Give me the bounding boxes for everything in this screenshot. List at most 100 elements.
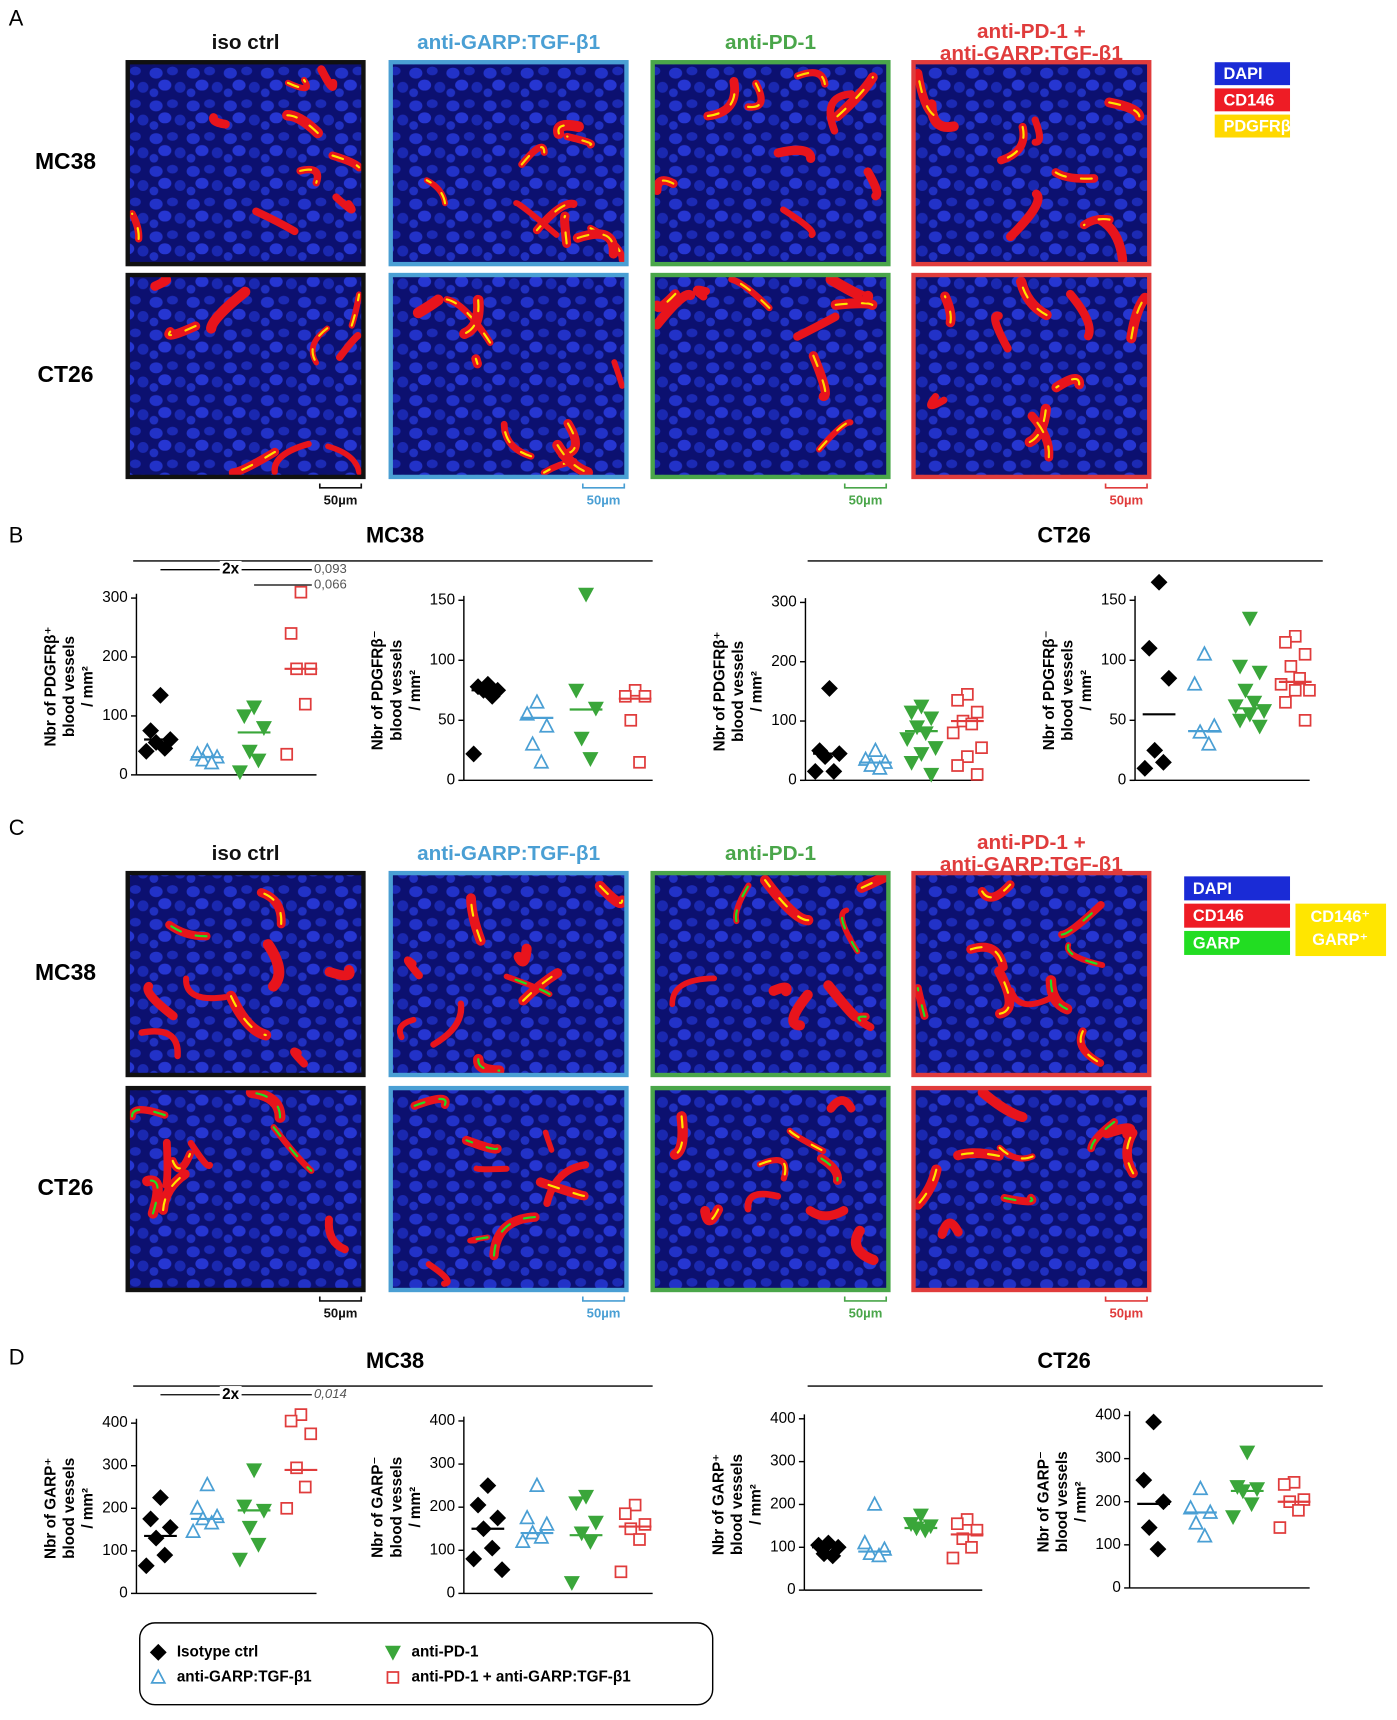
data-point <box>824 1547 842 1565</box>
data-point <box>1297 1493 1311 1506</box>
vessel-costain <box>1049 979 1069 1011</box>
vessel <box>513 943 532 967</box>
data-point <box>628 1498 642 1512</box>
stain-label: GARP⁺ <box>1312 931 1368 949</box>
vessel-costain <box>474 357 479 365</box>
data-point <box>1292 1504 1305 1517</box>
data-point <box>199 1475 216 1492</box>
vessel-costain <box>260 891 283 925</box>
micrograph-border <box>911 870 1152 1078</box>
vessel <box>937 1218 963 1239</box>
y-axis-label: Nbr of PDGFRβ⁻ <box>1041 630 1058 750</box>
vessel-costain <box>1090 1120 1116 1150</box>
y-tick-label: 0 <box>788 771 797 788</box>
y-axis-label: / mm² <box>407 1487 424 1528</box>
scale-bar-label: 50µm <box>324 492 358 507</box>
vessel <box>252 207 299 236</box>
row-label: CT26 <box>37 1174 93 1200</box>
group-title: MC38 <box>366 523 424 548</box>
vessel-costain <box>840 909 859 953</box>
vessel-costain <box>758 1159 787 1180</box>
row-label: MC38 <box>35 148 96 174</box>
vessel-costain <box>857 1015 872 1029</box>
vessel-costain <box>413 1097 447 1107</box>
vessel-costain <box>1020 280 1048 317</box>
scale-bar <box>318 1296 363 1302</box>
vessel-costain <box>998 1146 1034 1160</box>
data-point <box>862 1544 879 1561</box>
vessel-costain <box>1082 218 1111 227</box>
vessel-costain <box>1066 943 1104 967</box>
y-tick-label: 100 <box>771 712 796 729</box>
vessel-costain <box>167 324 197 337</box>
data-point <box>284 627 298 640</box>
y-tick-label: 300 <box>1095 1450 1120 1467</box>
data-point <box>1232 659 1249 675</box>
data-point <box>1146 741 1164 759</box>
vessel-costain <box>730 278 771 309</box>
group-title: MC38 <box>366 1348 424 1373</box>
y-tick-label: 400 <box>770 1410 795 1427</box>
data-point <box>950 1517 964 1531</box>
data-point <box>1279 695 1292 709</box>
y-tick-label: 300 <box>102 1457 127 1474</box>
data-point <box>1288 683 1302 697</box>
data-point <box>231 1552 248 1568</box>
vessel-costain <box>916 1168 938 1206</box>
stain-swatch <box>1184 903 1291 928</box>
stain-label: DAPI <box>1193 880 1232 898</box>
vessel-costain <box>703 1208 720 1222</box>
panel-label: A <box>9 5 24 30</box>
data-point <box>806 763 824 780</box>
data-point <box>203 754 220 770</box>
y-tick-label: 150 <box>1101 591 1126 608</box>
vessel-costain <box>1060 903 1102 936</box>
data-point <box>1135 1471 1153 1489</box>
y-axis-label: blood vessels <box>61 1458 78 1559</box>
data-point <box>1237 683 1254 699</box>
column-header: anti-PD-1 <box>725 31 816 54</box>
data-point <box>533 1528 550 1544</box>
column-header: iso ctrl <box>212 31 280 54</box>
vessel <box>317 65 338 91</box>
data-point <box>1160 669 1178 687</box>
column-header: iso ctrl <box>212 842 280 865</box>
data-point <box>618 689 632 703</box>
y-tick-label: 300 <box>770 1453 795 1470</box>
panel-label: C <box>9 815 25 840</box>
y-tick-label: 200 <box>770 1495 795 1512</box>
data-point <box>483 1539 501 1557</box>
y-tick-label: 0 <box>447 771 455 788</box>
data-point <box>246 700 263 716</box>
data-point <box>1136 759 1154 777</box>
data-point <box>298 697 312 711</box>
stain-swatch <box>1184 930 1291 955</box>
vessel-costain <box>168 923 208 938</box>
micrograph-border <box>911 272 1152 480</box>
vessel-costain <box>746 82 763 109</box>
data-point <box>142 722 160 740</box>
data-point <box>524 735 541 751</box>
vessel <box>403 956 423 980</box>
vessel <box>271 440 312 475</box>
vessel-costain <box>503 423 533 458</box>
y-axis-label: / mm² <box>747 1484 764 1525</box>
data-point <box>638 689 652 703</box>
data-point <box>821 680 838 697</box>
data-point <box>970 1523 984 1537</box>
data-point <box>1140 1519 1158 1537</box>
scale-bar-label: 50µm <box>587 492 621 507</box>
data-point <box>1155 753 1172 771</box>
y-axis-label: blood vessels <box>61 636 78 737</box>
y-tick-label: 100 <box>1101 651 1126 668</box>
legend-entry: anti-GARP:TGF-β1 <box>150 1668 312 1685</box>
y-axis-label: / mm² <box>1073 1481 1090 1522</box>
data-point <box>519 1508 536 1525</box>
vessel <box>473 1165 510 1173</box>
micrograph-border <box>650 1085 891 1293</box>
data-point <box>582 1535 599 1550</box>
data-point <box>1192 1479 1209 1496</box>
data-point <box>899 732 916 748</box>
panel-label: B <box>9 523 24 548</box>
vessel-costain <box>286 114 319 135</box>
